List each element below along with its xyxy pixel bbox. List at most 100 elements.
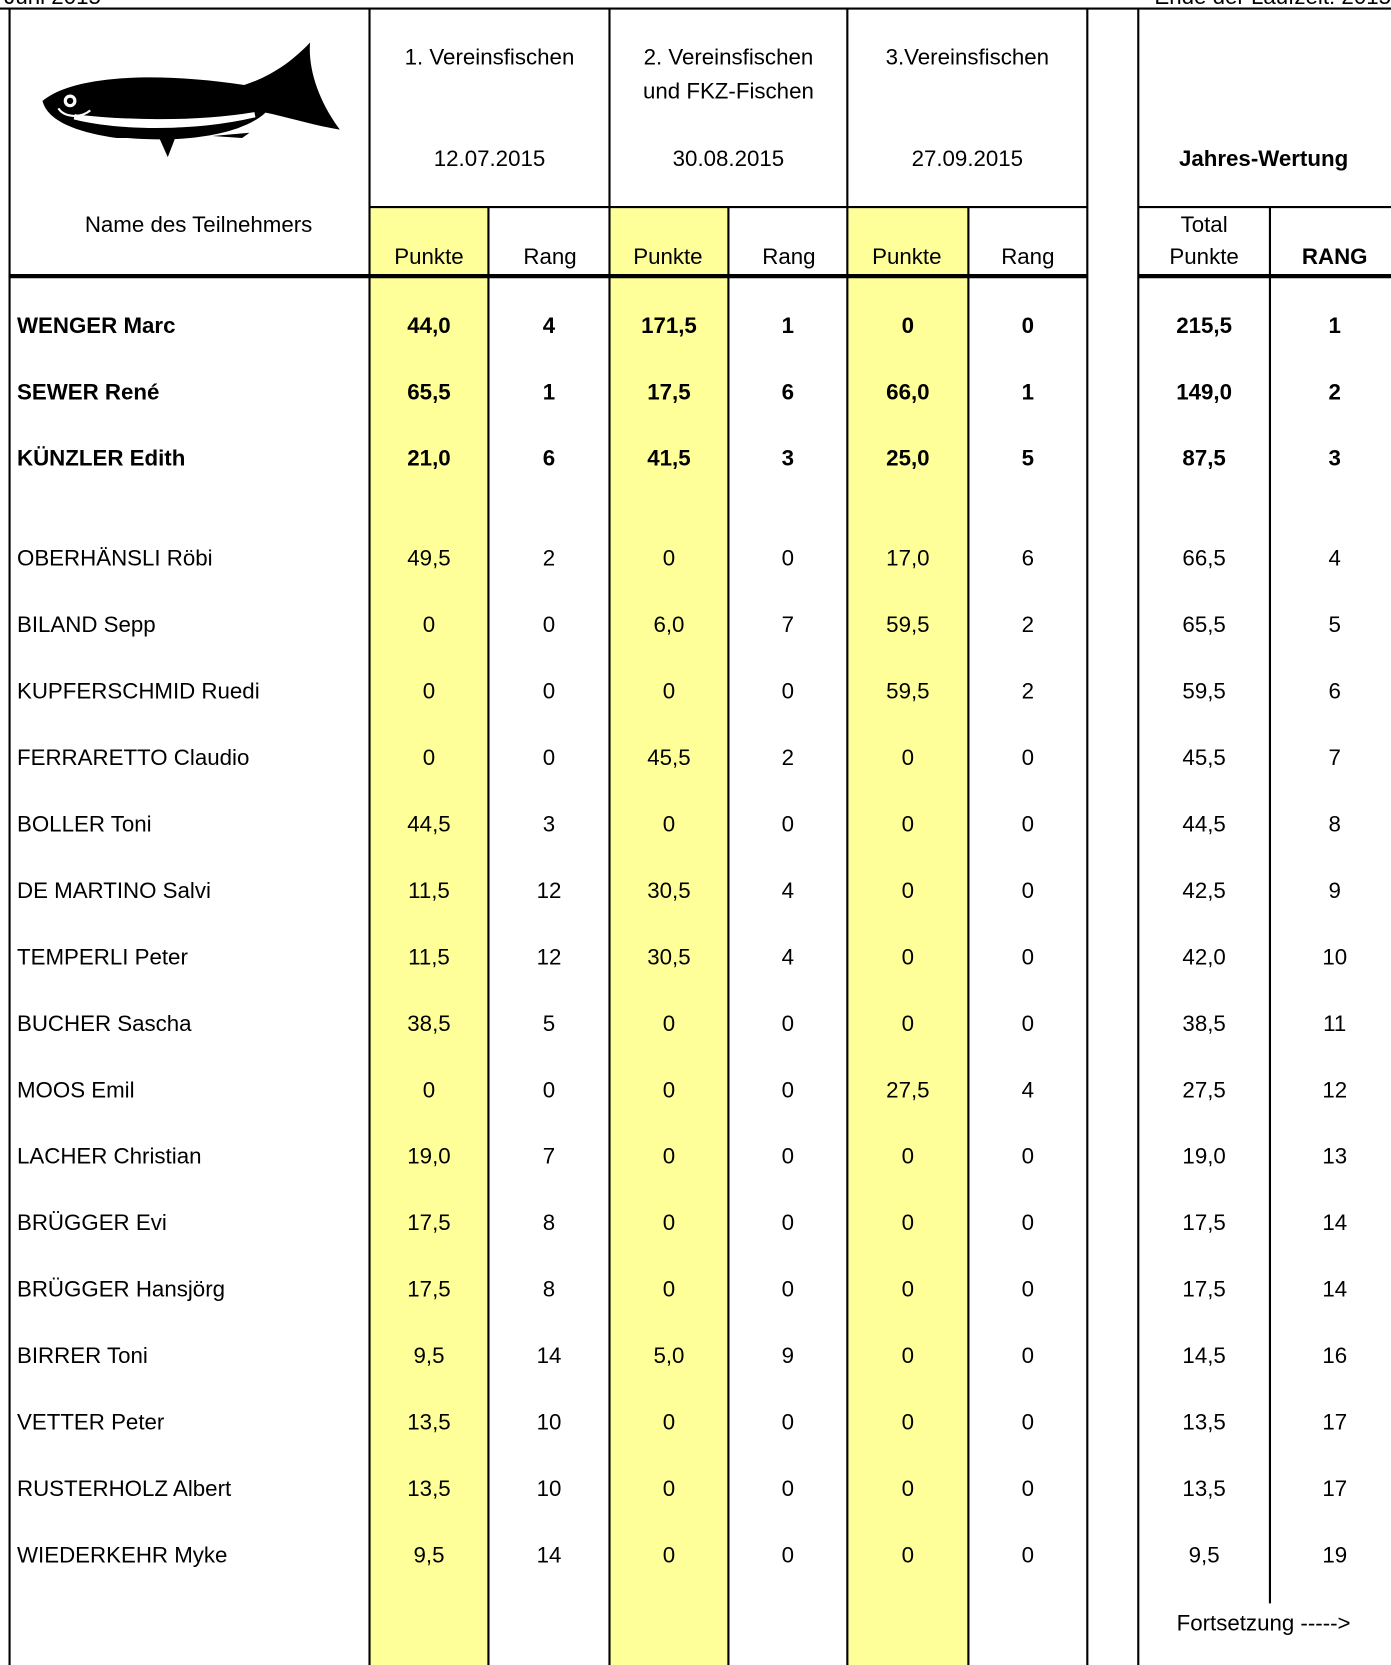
participant-name: SEWER René: [17, 379, 159, 404]
cell: 12: [537, 944, 562, 969]
cell: 42,5: [1182, 878, 1225, 903]
cell: 4: [1329, 545, 1341, 570]
cell: 13,5: [407, 1410, 450, 1435]
cell: 30,5: [647, 878, 690, 903]
cell: 13,5: [1182, 1410, 1225, 1435]
cell: 11,5: [408, 944, 450, 969]
cell: 12: [537, 878, 562, 903]
cell: 4: [1022, 1077, 1034, 1102]
page: Juni 2015 Ende der Laufzeit: 2015 Name d…: [0, 0, 1391, 1665]
participant-name: BUCHER Sascha: [17, 1011, 192, 1036]
cell: 0: [902, 313, 914, 338]
cell: 149,0: [1176, 379, 1232, 404]
rank-header: Rang: [523, 244, 576, 269]
cell: 0: [663, 678, 675, 703]
cell: 0: [902, 1476, 914, 1501]
cell: 59,5: [886, 612, 929, 637]
cell: 11: [1323, 1011, 1346, 1036]
cell: 44,5: [1182, 811, 1225, 836]
cell: 45,5: [1182, 745, 1225, 770]
cell: 38,5: [407, 1011, 450, 1036]
cell: 0: [782, 1543, 794, 1568]
cell: 49,5: [407, 545, 450, 570]
cell: 10: [537, 1410, 562, 1435]
cell: 0: [423, 1077, 435, 1102]
cell: 45,5: [647, 745, 690, 770]
cell: 17: [1322, 1476, 1347, 1501]
cell: 3: [782, 446, 794, 471]
cell: 0: [1022, 1343, 1034, 1368]
cell: 7: [782, 612, 794, 637]
participant-name: BRÜGGER Hansjörg: [17, 1277, 225, 1302]
cell: 8: [543, 1210, 555, 1235]
cell: 14: [1322, 1277, 1347, 1302]
event-date: 12.07.2015: [434, 146, 546, 171]
cell: 87,5: [1182, 446, 1225, 471]
cell: 11,5: [408, 878, 450, 903]
cell: 0: [782, 1277, 794, 1302]
cell: 6: [1329, 678, 1341, 703]
cell: 3: [1329, 446, 1341, 471]
points-header: Punkte: [872, 244, 941, 269]
cell: 66,0: [886, 379, 929, 404]
cell: 9,5: [1189, 1543, 1220, 1568]
cell: 0: [902, 878, 914, 903]
participant-name: WIEDERKEHR Myke: [17, 1543, 227, 1568]
cell: 0: [1022, 1410, 1034, 1435]
cell: 8: [543, 1277, 555, 1302]
cell: 9: [782, 1343, 794, 1368]
cell: 10: [537, 1476, 562, 1501]
cell: 0: [1022, 1011, 1034, 1036]
participant-name: WENGER Marc: [17, 313, 175, 338]
cell: 1: [782, 313, 794, 338]
cell: 0: [1022, 811, 1034, 836]
participant-name: MOOS Emil: [17, 1077, 135, 1102]
event-title: und FKZ-Fischen: [643, 78, 814, 103]
cell: 1: [1022, 379, 1034, 404]
cell: 0: [663, 1543, 675, 1568]
cell: 65,5: [1182, 612, 1225, 637]
cell: 0: [543, 1077, 555, 1102]
total-header: Total: [1181, 212, 1228, 237]
cell: 0: [782, 1210, 794, 1235]
cell: 0: [423, 612, 435, 637]
cell: 215,5: [1176, 313, 1232, 338]
cell: 2: [1022, 678, 1034, 703]
cell: 44,5: [407, 811, 450, 836]
cell: 0: [902, 1144, 914, 1169]
cell: 0: [1022, 944, 1034, 969]
cell: 2: [543, 545, 555, 570]
total-header: Punkte: [1169, 244, 1238, 269]
cell: 0: [902, 1011, 914, 1036]
cell: 44,0: [407, 313, 450, 338]
cell: 6: [543, 446, 555, 471]
event-title: 2. Vereinsfischen: [644, 44, 814, 69]
cell: 4: [543, 313, 556, 338]
cell: 1: [1329, 313, 1341, 338]
cell: 0: [663, 1476, 675, 1501]
cell: 0: [782, 1410, 794, 1435]
cell: 5: [1329, 612, 1341, 637]
cell: 9,5: [413, 1543, 444, 1568]
cell: 0: [902, 1343, 914, 1368]
date-left: Juni 2015: [4, 0, 101, 9]
cell: 1: [543, 379, 555, 404]
cell: 21,0: [407, 446, 450, 471]
cell: 0: [663, 1277, 675, 1302]
points-header: Punkte: [633, 244, 702, 269]
cell: 0: [1022, 878, 1034, 903]
cell: 17,5: [1182, 1210, 1225, 1235]
cell: 3: [543, 811, 555, 836]
cell: 9,5: [413, 1343, 444, 1368]
cell: 59,5: [1182, 678, 1225, 703]
participant-name: BRÜGGER Evi: [17, 1210, 167, 1235]
cell: 14: [537, 1343, 562, 1368]
cell: 0: [902, 1410, 914, 1435]
cell: 0: [663, 1410, 675, 1435]
rank-header: RANG: [1302, 244, 1368, 269]
participant-name: RUSTERHOLZ Albert: [17, 1476, 232, 1501]
cell: 19: [1322, 1543, 1347, 1568]
event-title: 3.Vereinsfischen: [886, 44, 1050, 69]
cell: 17,5: [407, 1210, 450, 1235]
cell: 0: [423, 745, 435, 770]
